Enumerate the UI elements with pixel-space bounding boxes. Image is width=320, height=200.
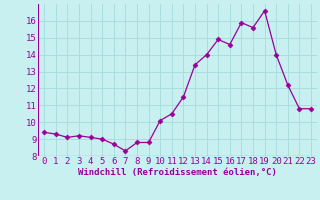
- X-axis label: Windchill (Refroidissement éolien,°C): Windchill (Refroidissement éolien,°C): [78, 168, 277, 177]
